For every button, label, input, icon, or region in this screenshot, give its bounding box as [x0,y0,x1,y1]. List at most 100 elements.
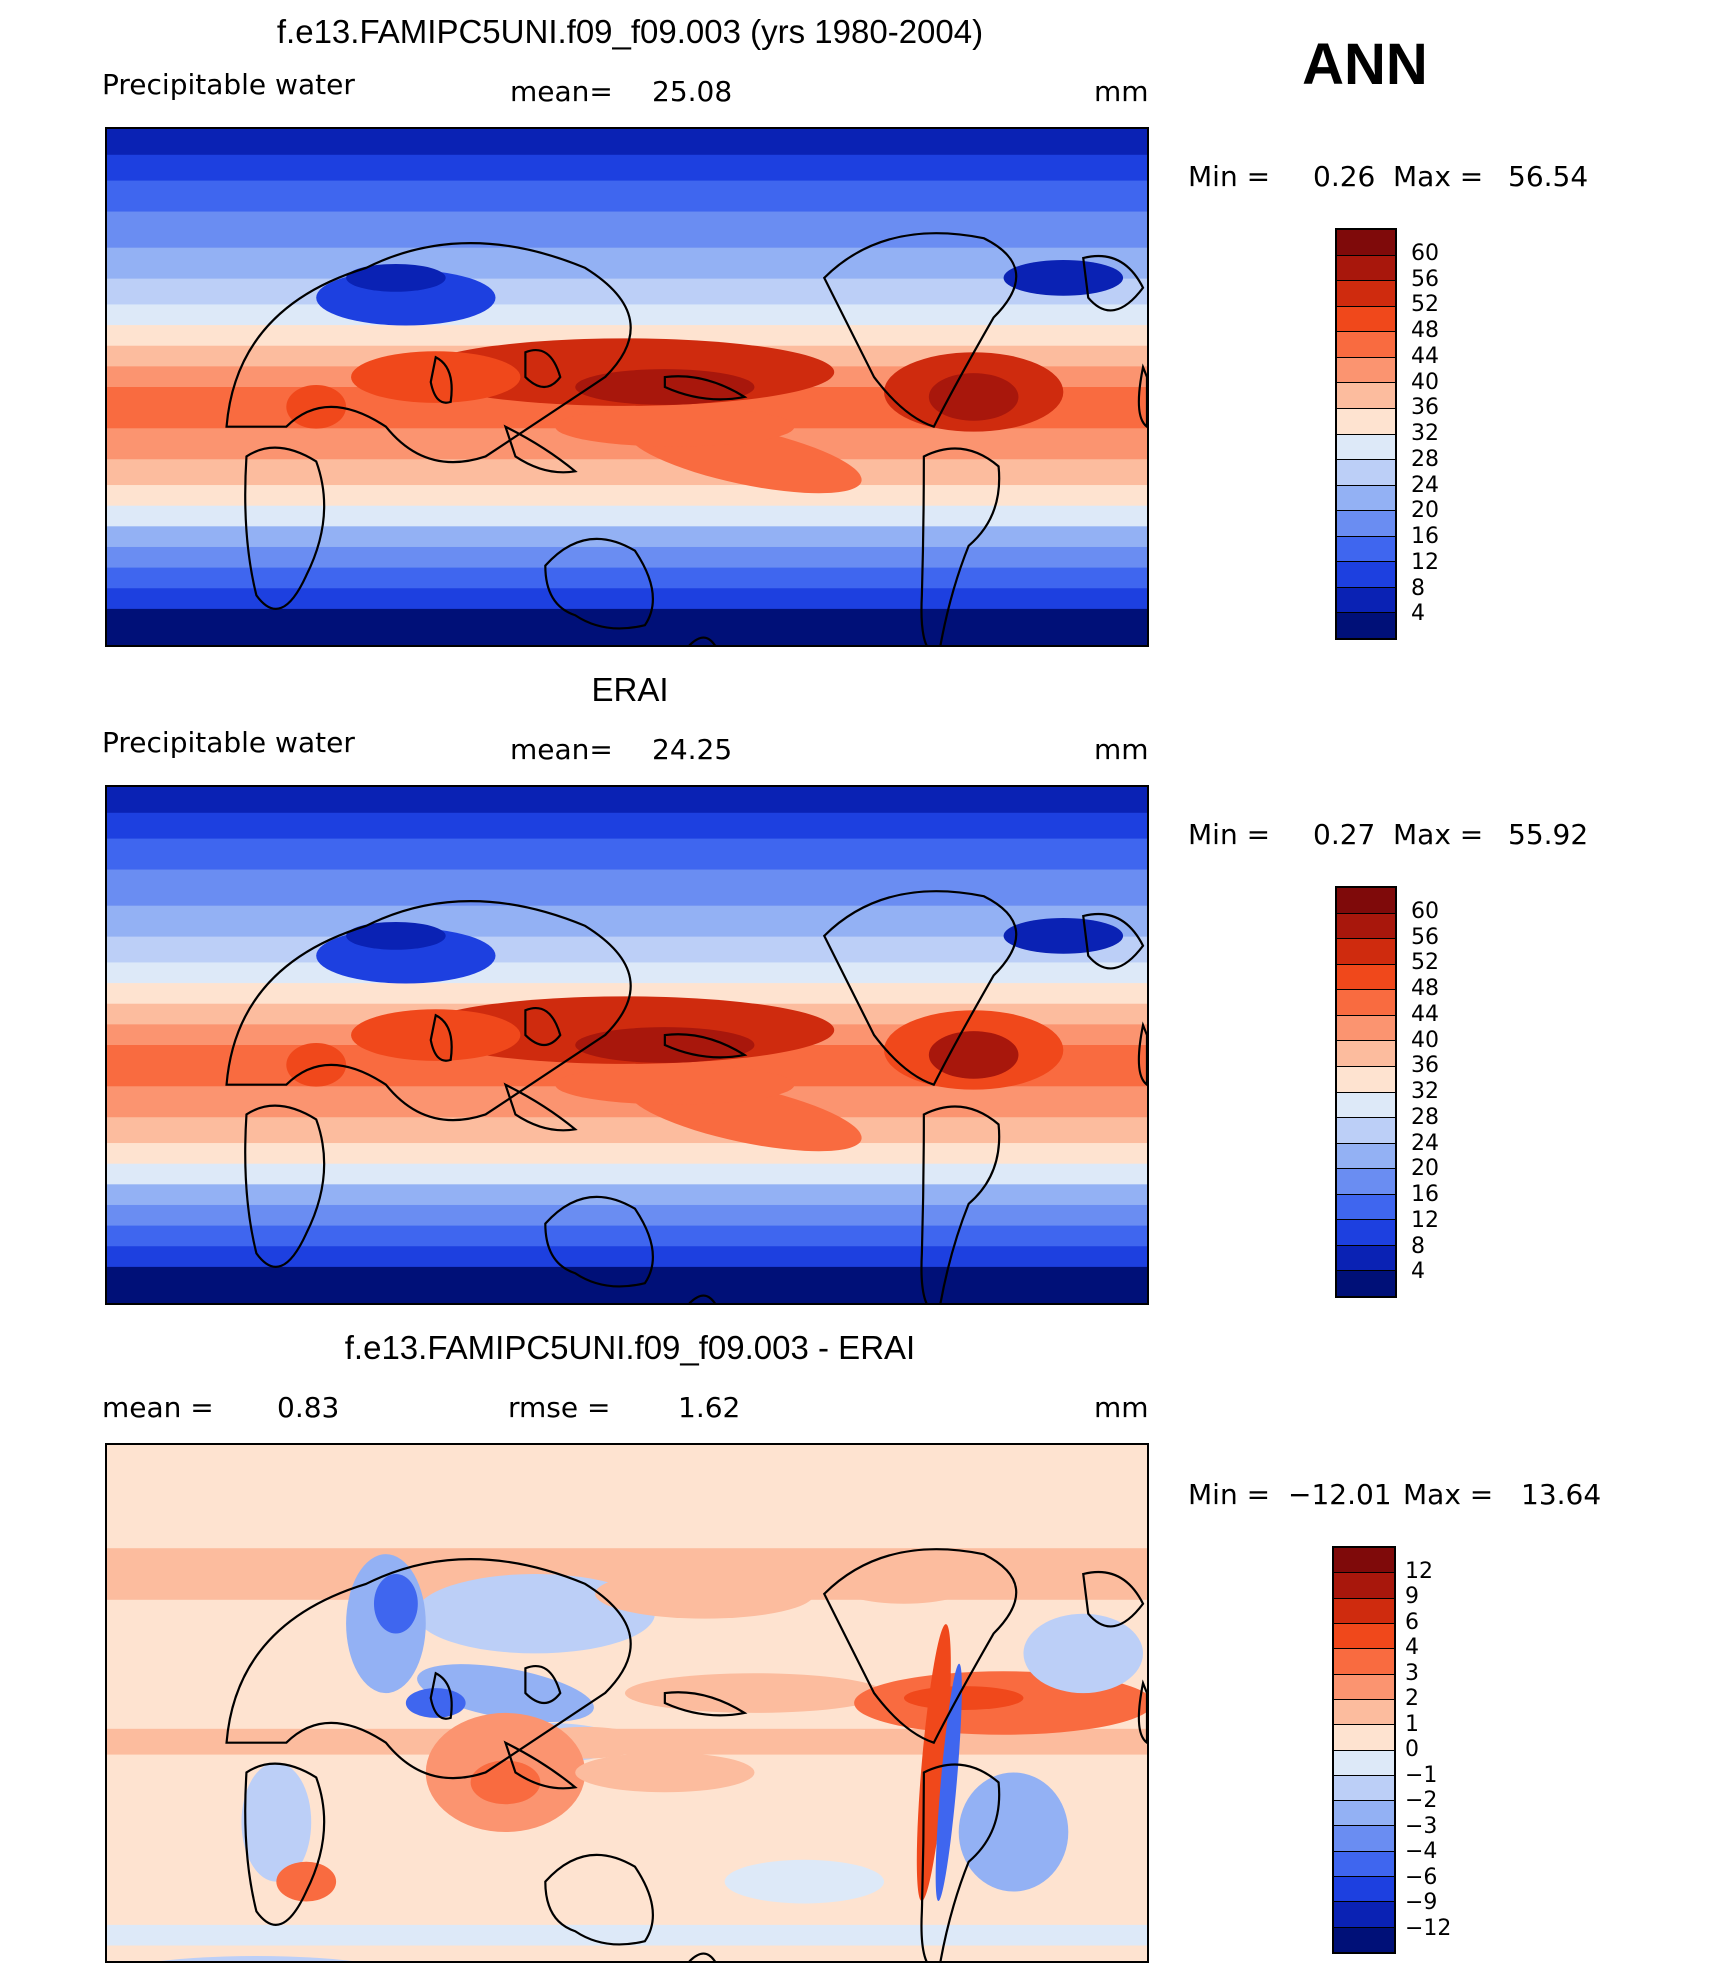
colorbar-segment [1334,1548,1394,1574]
colorbar-tick-label: 12 [1405,1558,1433,1584]
panel-1-mean-label: mean= [510,75,613,108]
colorbar-tick-label: 8 [1411,575,1425,601]
colorbar-tick-label: 4 [1405,1635,1419,1660]
panel-2-min-value: 0.27 [1313,818,1376,851]
panel-1-min-label: Min = [1188,160,1271,193]
colorbar-tick-label: 60 [1411,898,1439,924]
colorbar-segment [1337,1066,1395,1093]
colorbar-segment [1337,1143,1395,1170]
colorbar-segment [1334,1826,1394,1852]
colorbar-segment [1337,1118,1395,1144]
colorbar-segment [1334,1902,1394,1928]
colorbar-segment [1337,230,1395,256]
panel-3-mean-value: 0.83 [277,1391,340,1424]
panel-3-map [105,1443,1149,1963]
panel-2-mean-label: mean= [510,733,613,766]
colorbar-tick-label: 32 [1411,421,1439,446]
colorbar-segment [1337,1271,1395,1296]
panel-1-min-value: 0.26 [1313,160,1376,193]
colorbar-segment [1334,1598,1394,1624]
colorbar-tick-label: 0 [1405,1737,1419,1762]
panel-2-max-label: Max = [1393,818,1484,851]
panel-3-minmax: Min = −12.01 Max = 13.64 [1188,1478,1608,1512]
colorbar-tick-label: 44 [1411,1001,1439,1027]
panel-2-max-value: 55.92 [1508,818,1589,851]
colorbar-tick-label: 6 [1405,1609,1419,1635]
colorbar-tick-label: 44 [1411,343,1439,369]
colorbar-segment [1334,1573,1394,1599]
colorbar-tick-label: 56 [1411,266,1439,292]
colorbar-segment [1337,255,1395,282]
colorbar-tick-label: 16 [1411,524,1439,549]
panel-1-mean-value: 25.08 [652,75,733,108]
panel-3-max-label: Max = [1403,1478,1494,1511]
colorbar-tick-label: 36 [1411,395,1439,421]
colorbar-tick-label: 28 [1411,446,1439,472]
colorbar-tick-label: 20 [1411,1156,1439,1182]
panel-1-unit: mm [1094,75,1149,108]
colorbar-tick-label: 9 [1405,1584,1419,1609]
colorbar-segment [1337,1092,1395,1119]
colorbar-tick-label: 48 [1411,976,1439,1001]
colorbar-segment [1334,1725,1394,1751]
colorbar-segment [1337,408,1395,435]
colorbar-segment [1337,1245,1395,1272]
colorbar-tick-label: 32 [1411,1079,1439,1104]
colorbar-tick-label: 52 [1411,292,1439,318]
colorbar-segment [1337,485,1395,512]
colorbar-tick-label: 4 [1411,601,1425,627]
colorbar-tick-label: 36 [1411,1053,1439,1079]
colorbar-tick-label: 12 [1411,1207,1439,1233]
colorbar-segment [1334,1674,1394,1700]
colorbar-tick-label: −4 [1405,1839,1438,1864]
colorbar-tick-label: 56 [1411,924,1439,950]
colorbar-segment [1337,964,1395,991]
panel-1-map [105,127,1149,647]
colorbar-tick-label: 48 [1411,318,1439,343]
colorbar-segment [1337,511,1395,537]
panel-3-min-value: −12.01 [1288,1478,1392,1511]
colorbar-segment [1334,1699,1394,1726]
colorbar-segment [1337,939,1395,965]
colorbar-segment [1337,562,1395,588]
panel-2-unit: mm [1094,733,1149,766]
colorbar-segment [1337,357,1395,384]
colorbar-segment [1334,1649,1394,1675]
panel-3-unit: mm [1094,1391,1149,1424]
colorbar-segment [1337,613,1395,638]
colorbar-tick-label: 28 [1411,1104,1439,1130]
colorbar-segment [1337,1220,1395,1246]
colorbar-segment [1337,1015,1395,1042]
panel-3-mean-label: mean = [102,1391,214,1424]
colorbar-tick-label: −12 [1405,1915,1452,1941]
colorbar-segment [1337,1194,1395,1221]
panel-3-title: f.e13.FAMIPC5UNI.f09_f09.003 - ERAI [344,1329,916,1366]
colorbar-segment [1334,1877,1394,1903]
colorbar-tick-label: 8 [1411,1233,1425,1259]
colorbar-tick-label: −9 [1405,1890,1438,1915]
colorbar-segment [1337,434,1395,461]
colorbar-tick-label: 16 [1411,1182,1439,1207]
colorbar-tick-label: 12 [1411,549,1439,575]
colorbar-segment [1334,1801,1394,1827]
colorbar-tick-label: 24 [1411,472,1439,498]
panel-2-minmax: Min = 0.27 Max = 55.92 [1188,818,1608,852]
colorbar-tick-label: −3 [1405,1813,1438,1839]
colorbar-segment [1337,913,1395,940]
colorbar-tick-label: 24 [1411,1130,1439,1156]
panel-1-minmax: Min = 0.26 Max = 56.54 [1188,160,1608,194]
colorbar-tick-label: 60 [1411,240,1439,266]
colorbar-segment [1334,1927,1394,1952]
panel-3-colorbar [1332,1546,1396,1954]
colorbar-segment [1337,332,1395,358]
panel-2-colorbar [1335,886,1397,1298]
colorbar-tick-label: 2 [1405,1686,1419,1711]
colorbar-segment [1337,1169,1395,1195]
panel-2-min-label: Min = [1188,818,1271,851]
colorbar-tick-label: 40 [1411,1027,1439,1053]
colorbar-segment [1337,306,1395,333]
colorbar-tick-label: 1 [1405,1711,1419,1737]
season-label: ANN [1302,32,1428,97]
panel-2-variable-label: Precipitable water [102,726,355,759]
colorbar-segment [1337,536,1395,563]
